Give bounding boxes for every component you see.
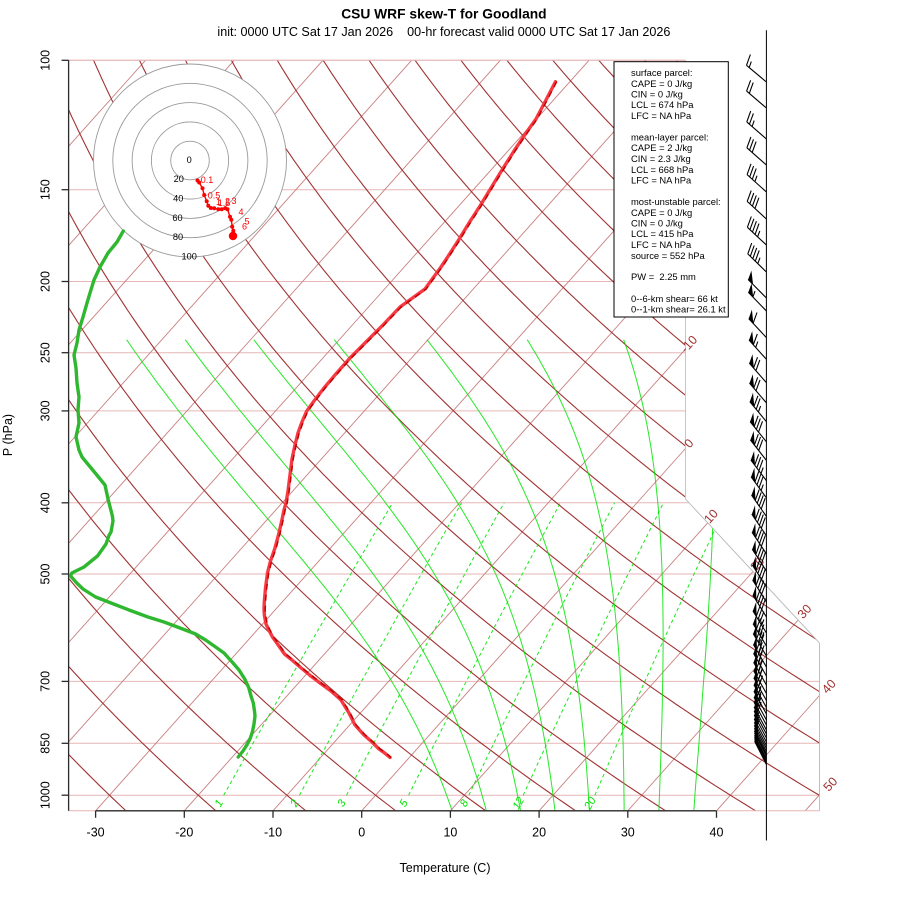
svg-text:850: 850 [38,733,52,754]
svg-text:-20: -20 [175,825,193,839]
svg-text:LCL = 674 hPa: LCL = 674 hPa [631,99,694,110]
svg-text:Temperature (C): Temperature (C) [400,861,491,875]
svg-text:5: 5 [244,216,249,226]
svg-text:60: 60 [172,213,182,223]
svg-text:4: 4 [238,207,243,217]
svg-text:80: 80 [173,232,183,242]
svg-text:200: 200 [38,271,52,292]
svg-text:6: 6 [242,221,247,231]
svg-text:0.5: 0.5 [208,190,221,200]
svg-text:surface parcel:: surface parcel: [631,67,693,78]
svg-text:0.1: 0.1 [201,175,214,185]
svg-text:LCL = 668 hPa: LCL = 668 hPa [631,164,694,175]
svg-text:1.5: 1.5 [218,198,231,208]
svg-text:150: 150 [38,179,52,200]
svg-text:10: 10 [443,825,457,839]
svg-text:400: 400 [38,492,52,513]
svg-text:20: 20 [174,174,184,184]
svg-text:0: 0 [187,155,192,165]
svg-text:0: 0 [358,825,365,839]
svg-text:1: 1 [213,798,226,809]
svg-text:500: 500 [38,564,52,585]
svg-text:100: 100 [182,251,197,261]
svg-text:LCL = 415 hPa: LCL = 415 hPa [631,228,694,239]
svg-text:PW = 2.25 mm: PW = 2.25 mm [631,271,696,282]
svg-text:LFC = NA hPa: LFC = NA hPa [631,175,692,186]
svg-text:0--6-km shear= 66 kt: 0--6-km shear= 66 kt [631,293,718,304]
svg-text:LFC = NA hPa: LFC = NA hPa [631,110,692,121]
svg-text:source = 552 hPa: source = 552 hPa [631,250,706,261]
svg-text:250: 250 [38,342,52,363]
svg-text:40: 40 [173,194,183,204]
svg-text:-10: -10 [264,825,282,839]
svg-text:init: 0000 UTC Sat 17 Jan 2026: init: 0000 UTC Sat 17 Jan 2026 00-hr for… [217,25,670,39]
svg-text:100: 100 [38,50,52,71]
svg-text:P (hPa): P (hPa) [1,414,15,456]
svg-text:LFC = NA hPa: LFC = NA hPa [631,239,692,250]
svg-text:40: 40 [710,825,724,839]
svg-text:20: 20 [532,825,546,839]
svg-text:CIN = 0 J/kg: CIN = 0 J/kg [631,89,683,100]
svg-text:700: 700 [38,671,52,692]
svg-text:mean-layer parcel:: mean-layer parcel: [631,132,709,143]
svg-text:CAPE = 0 J/kg: CAPE = 0 J/kg [631,207,692,218]
svg-text:3: 3 [231,196,236,206]
svg-text:2: 2 [225,196,230,206]
svg-text:CIN = 0 J/kg: CIN = 0 J/kg [631,218,683,229]
svg-text:1: 1 [216,197,221,207]
svg-text:CAPE = 2 J/kg: CAPE = 2 J/kg [631,142,692,153]
svg-text:30: 30 [621,825,635,839]
svg-text:most-unstable parcel:: most-unstable parcel: [631,196,721,207]
svg-text:300: 300 [38,400,52,421]
svg-text:12: 12 [511,795,528,812]
svg-text:1000: 1000 [38,781,52,809]
svg-text:CIN = 2.3 J/kg: CIN = 2.3 J/kg [631,153,691,164]
svg-text:CAPE = 0 J/kg: CAPE = 0 J/kg [631,78,692,89]
svg-text:CSU WRF skew-T for Goodland: CSU WRF skew-T for Goodland [341,6,546,21]
svg-text:-30: -30 [87,825,105,839]
svg-text:0--1-km shear= 26.1 kt: 0--1-km shear= 26.1 kt [631,304,726,315]
